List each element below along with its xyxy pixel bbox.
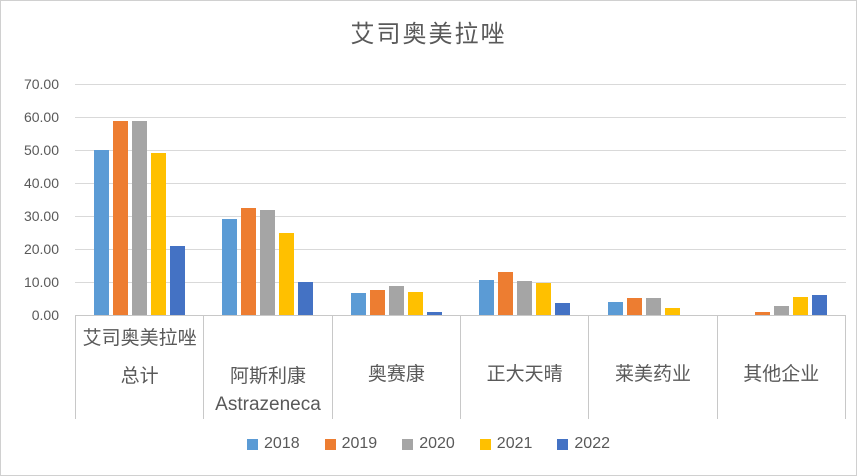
bar-2018	[222, 219, 238, 315]
y-tick-label: 70.00	[23, 76, 59, 92]
category-label: 艾司奥美拉唑	[82, 328, 197, 349]
bar-2022	[169, 246, 185, 315]
bar-group	[589, 84, 718, 315]
bar-2022	[426, 312, 442, 315]
y-tick-label: 20.00	[23, 241, 59, 257]
legend-label: 2022	[574, 435, 610, 452]
bar-2021	[279, 233, 295, 315]
bar-2020	[388, 286, 404, 315]
legend-item: 2020	[402, 435, 455, 453]
legend: 2018 2019 2020 2021 2022	[1, 435, 856, 453]
category-label: 阿斯利康	[229, 366, 306, 387]
y-tick-label: 60.00	[23, 109, 59, 125]
category-cell: 正大天晴	[459, 316, 588, 419]
bar-2019	[241, 208, 257, 315]
bar-group	[204, 84, 333, 315]
bar-2019	[112, 121, 128, 315]
category-label: 莱美药业	[614, 364, 691, 385]
bar-2021	[664, 308, 680, 315]
bar-2018	[350, 293, 366, 315]
category-label: 奥赛康	[367, 364, 425, 385]
y-tick-label: 0.00	[31, 307, 59, 323]
category-label: 正大天晴	[486, 364, 563, 385]
legend-label: 2019	[341, 435, 378, 452]
category-label: 总计	[120, 366, 159, 387]
category-cell: 其他企业	[716, 316, 846, 419]
bar-2020	[645, 298, 661, 315]
bar-2019	[755, 312, 771, 315]
legend-item: 2022	[557, 435, 610, 453]
bar-2022	[812, 295, 828, 315]
y-tick-label: 50.00	[23, 142, 59, 158]
bar-group	[332, 84, 461, 315]
bar-2020	[517, 281, 533, 315]
bar-2020	[260, 210, 276, 315]
legend-swatch	[324, 438, 336, 450]
legend-swatch	[402, 438, 414, 450]
legend-label: 2021	[496, 435, 533, 452]
bar-2018	[479, 280, 495, 315]
bar-group	[718, 84, 847, 315]
legend-item: 2021	[479, 435, 533, 453]
bar-2019	[626, 298, 642, 315]
category-cell: 艾司奥美拉唑 总计	[75, 316, 203, 419]
bar-2019	[498, 272, 514, 315]
y-tick-label: 10.00	[23, 274, 59, 290]
legend-swatch	[247, 438, 259, 450]
chart-title: 艾司奥美拉唑	[350, 21, 507, 48]
bar-2021	[407, 292, 423, 315]
bar-groups-container	[75, 84, 846, 315]
gridline	[75, 249, 846, 250]
bar-2018	[93, 150, 109, 315]
bar-2021	[150, 153, 166, 315]
legend-label: 2018	[264, 435, 300, 452]
category-label: 其他企业	[743, 364, 820, 385]
bar-2019	[369, 290, 385, 315]
bar-group	[461, 84, 590, 315]
gridline	[75, 84, 846, 85]
gridline	[75, 117, 846, 118]
legend-label: 2020	[419, 435, 455, 452]
bar-2021	[536, 283, 552, 315]
gridline	[75, 282, 846, 283]
bar-2020	[774, 306, 790, 315]
category-cell: 奥赛康	[331, 316, 460, 419]
legend-swatch	[557, 438, 569, 450]
gridline	[75, 150, 846, 151]
bar-2021	[793, 297, 809, 315]
y-tick-label: 40.00	[23, 175, 59, 191]
gridline	[75, 216, 846, 217]
category-cell: 莱美药业	[588, 316, 716, 419]
y-axis: 70.00 60.00 50.00 40.00 30.00 20.00 10.00 0.00	[1, 76, 63, 323]
y-tick-label: 30.00	[23, 208, 59, 224]
legend-item: 2018	[247, 435, 300, 453]
legend-swatch	[479, 438, 491, 450]
bar-2022	[555, 303, 571, 315]
plot-area	[75, 84, 846, 316]
x-axis: 艾司奥美拉唑 总计 阿斯利康 Astrazeneca 奥赛康 正大天晴 莱美药业 其他企业	[75, 316, 846, 419]
bar-2018	[607, 302, 623, 315]
category-cell: 阿斯利康 Astrazeneca	[203, 316, 331, 419]
bar-group	[75, 84, 204, 315]
category-label: Astrazeneca	[215, 394, 321, 415]
legend-item: 2019	[324, 435, 378, 453]
bar-2020	[131, 121, 147, 315]
gridline	[75, 183, 846, 184]
bar-2022	[298, 282, 314, 315]
